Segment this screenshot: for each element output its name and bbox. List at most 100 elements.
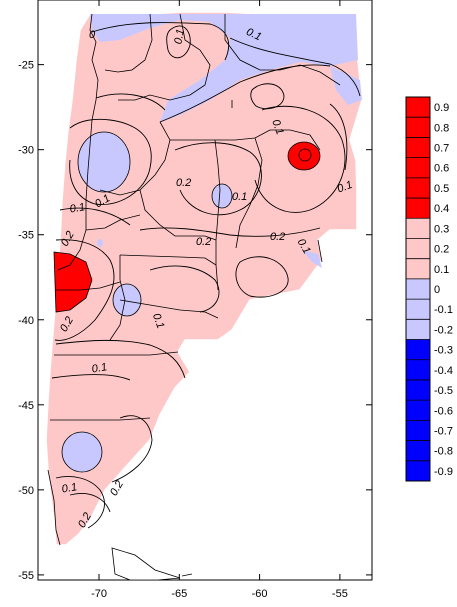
contour-line: [250, 83, 285, 110]
map-field: [45, 11, 363, 581]
colorbar-segment: [406, 299, 430, 320]
contour-line: [229, 37, 361, 97]
lon-tick-label: -65: [171, 588, 187, 600]
contour-line: [54, 239, 115, 341]
contour-line: [69, 493, 111, 513]
contour-label: 0.1: [61, 481, 78, 495]
colorbar-segment: [406, 177, 430, 199]
contour-label: 0.2: [270, 231, 285, 243]
contour-label: 0.2: [176, 177, 191, 189]
negative-region-west: [77, 131, 131, 193]
colorbar-label: -0.8: [434, 446, 453, 458]
contour-label: 0.2: [196, 236, 211, 248]
contour-line: [95, 93, 166, 111]
contour-line: [235, 256, 289, 298]
contour-line: [159, 64, 331, 123]
colorbar-label: 0.3: [434, 223, 449, 235]
contour-label: 0.1: [91, 361, 108, 375]
axes: -70 -65 -60 -55 -25 -30 -35 -40 -45 -50 -55: [18, 0, 372, 600]
contour-label: 0.1: [150, 312, 167, 330]
colorbar-label: -0.4: [434, 365, 453, 377]
colorbar-segment: [406, 238, 430, 259]
colorbar-segment: [406, 278, 430, 300]
colorbar-segment: [406, 339, 430, 360]
colorbar-label: -0.9: [434, 466, 453, 478]
contour-line: [51, 374, 131, 381]
colorbar-label: -0.5: [434, 385, 453, 397]
border-line: [50, 417, 151, 421]
lon-tick-label: -70: [91, 588, 107, 600]
border-line: [85, 214, 141, 231]
border-line: [56, 281, 121, 291]
contour-label: 0.1: [232, 191, 247, 203]
contour-line: [55, 339, 186, 379]
colorbar-frame: [405, 96, 431, 482]
lat-tick-label: -25: [18, 60, 34, 72]
colorbar-label: -0.2: [434, 324, 453, 336]
border-line: [224, 14, 341, 86]
contour-label: 0.1: [69, 201, 86, 215]
colorbar-label: -0.6: [434, 405, 453, 417]
border-line: [57, 13, 99, 271]
contour-label: 0.1: [244, 26, 263, 43]
lat-tick-label: -45: [18, 400, 34, 412]
tierra-del-fuego: [111, 547, 181, 581]
positive-region-east-core: [298, 148, 312, 162]
border-line: [54, 351, 179, 356]
colorbar-label: 0: [434, 284, 440, 296]
colorbar-segment: [406, 117, 430, 138]
colorbar-segment: [406, 359, 430, 380]
province-borders: [47, 13, 341, 546]
negative-region-north: [90, 14, 358, 122]
border-line: [170, 129, 271, 141]
colorbar-segment: [406, 460, 430, 481]
contour-labels: 0 0.1 0.1 0.1 0.1 0.1 0.1 0.2 0.2 0.2 0.…: [58, 26, 354, 530]
colorbar-label: -0.1: [434, 304, 453, 316]
colorbar-label: 0.4: [434, 203, 449, 215]
contour-label: 0: [89, 29, 96, 41]
contour-lines: [51, 22, 361, 529]
contour-line: [69, 118, 152, 205]
colorbar-label: -0.7: [434, 425, 453, 437]
colorbar-segment: [406, 258, 430, 279]
colorbar-label: 0.2: [434, 244, 449, 256]
contour-label: 0.1: [336, 179, 354, 196]
colorbar-label: 0.8: [434, 122, 449, 134]
border-line: [139, 189, 217, 241]
falkland-dot: [181, 573, 193, 577]
contour-line: [111, 415, 153, 483]
lat-tick-label: -50: [18, 485, 34, 497]
contour-line: [166, 25, 191, 59]
contour-label: 0.1: [269, 118, 286, 136]
contour-line: [329, 103, 348, 171]
negative-region-center: [211, 183, 233, 209]
colorbar-segment: [406, 157, 430, 178]
lat-tick-label: -35: [18, 230, 34, 242]
colorbar-segment: [406, 97, 430, 118]
negative-region-coast: [302, 250, 322, 268]
colorbar-segment: [406, 218, 430, 239]
contour-line: [149, 265, 220, 313]
border-line: [317, 239, 323, 263]
colorbar: 0.9 0.8 0.7 0.6 0.5 0.4 0.3 0.2 0.1 0 -0.1 -0.2 -0.3…: [405, 96, 453, 482]
contour-line: [55, 476, 105, 529]
border-line: [270, 129, 321, 151]
border-line: [235, 137, 263, 249]
border-line: [119, 299, 219, 319]
colorbar-segment: [406, 198, 430, 219]
colorbar-segment: [406, 440, 430, 461]
contour-label: 0.1: [172, 28, 186, 45]
colorbar-segment: [406, 420, 430, 441]
lon-tick-label: -55: [332, 588, 348, 600]
border-line: [104, 13, 153, 73]
positive-region-east: [287, 141, 321, 171]
colorbar-label: 0.6: [434, 163, 449, 175]
negative-region-mid-west: [112, 283, 142, 317]
lon-tick-label: -60: [252, 588, 268, 600]
contour-line: [174, 142, 262, 216]
colorbar-label: -0.3: [434, 345, 453, 357]
colorbar-label: 0.5: [434, 183, 449, 195]
border-line: [47, 469, 61, 546]
colorbar-label: 0.9: [434, 102, 449, 114]
